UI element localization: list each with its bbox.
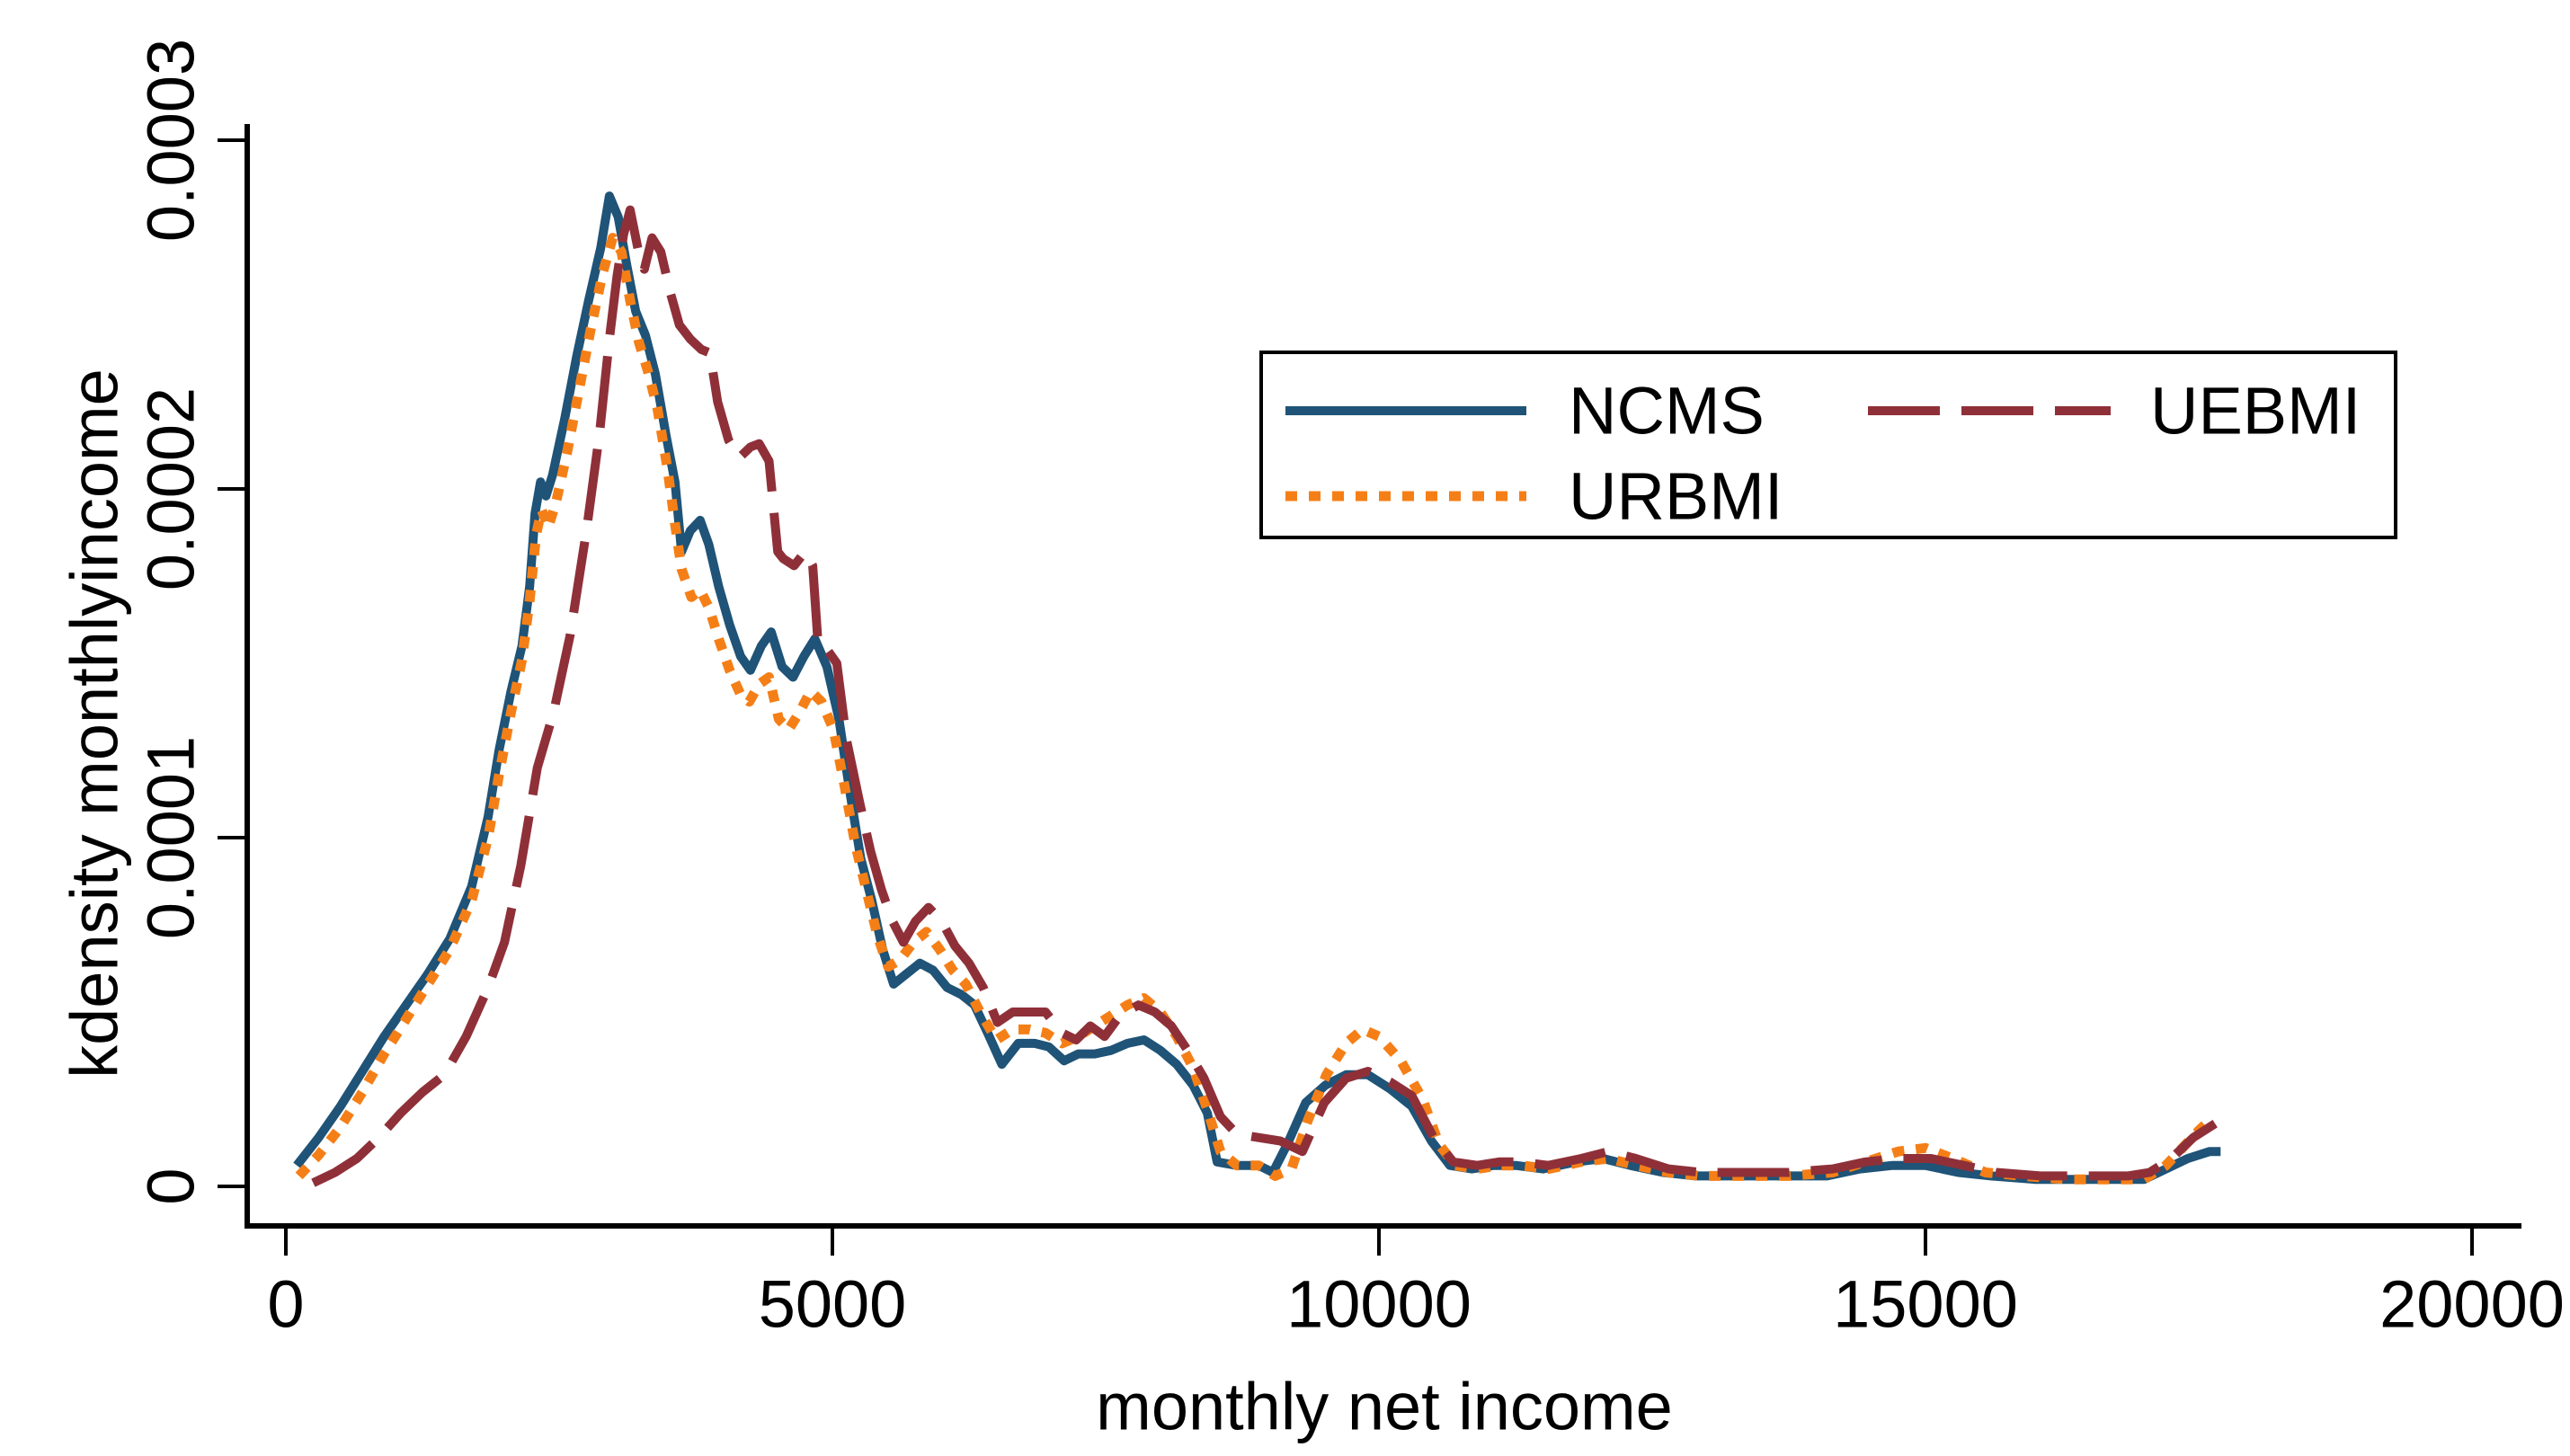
x-tick-label-0: 0 [267, 1267, 304, 1342]
x-tick-label-10000: 10000 [1286, 1267, 1472, 1342]
y-tick-label-0: 0 [134, 1167, 209, 1204]
axes: 0 0.0001 0.0002 0.0003 0 5000 10000 15000 20000 [134, 39, 2565, 1342]
legend-entry-UEBMI: UEBMI [1868, 374, 2361, 448]
y-tick-label-0.0001: 0.0001 [134, 736, 209, 939]
legend-label-URBMI: URBMI [1569, 459, 1783, 534]
series-line-URBMI [295, 233, 2213, 1185]
legend-box [1259, 351, 2397, 539]
legend-label-NCMS: NCMS [1569, 374, 1765, 448]
y-tick-label-0.0002: 0.0002 [134, 387, 209, 590]
legend: NCMS UEBMI URBMI [1259, 351, 2397, 539]
legend-entry-URBMI: URBMI [1285, 459, 1783, 534]
y-axis-title: kdensity monthlyincome [58, 368, 132, 1079]
x-axis-title: monthly net income [1096, 1370, 1673, 1444]
y-tick-label-0.0003: 0.0003 [134, 39, 209, 242]
x-tick-label-15000: 15000 [1833, 1267, 2018, 1342]
series-line-UEBMI [311, 205, 2218, 1187]
x-tick-label-5000: 5000 [759, 1267, 907, 1342]
series-line-NCMS [293, 191, 2221, 1185]
legend-entry-NCMS: NCMS [1285, 374, 1765, 448]
x-tick-label-20000: 20000 [2379, 1267, 2565, 1342]
series-lines [293, 191, 2221, 1187]
legend-label-UEBMI: UEBMI [2150, 374, 2361, 448]
